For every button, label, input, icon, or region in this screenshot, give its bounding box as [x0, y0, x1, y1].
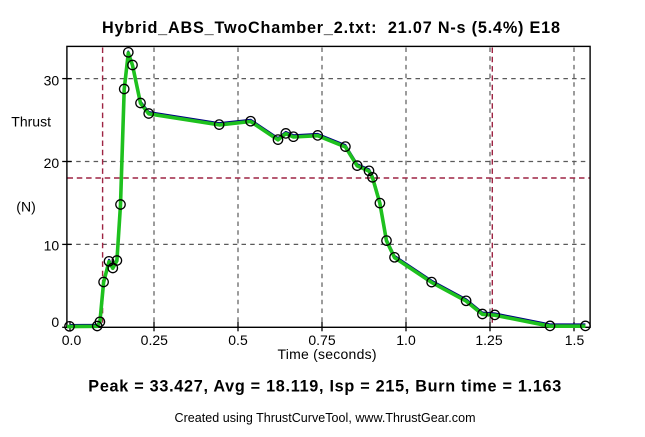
svg-text:1.0: 1.0 [396, 332, 416, 348]
svg-text:20: 20 [44, 155, 60, 171]
svg-text:0.5: 0.5 [228, 332, 248, 348]
svg-text:30: 30 [44, 72, 60, 88]
svg-text:0: 0 [51, 314, 59, 330]
svg-text:(N): (N) [16, 199, 35, 215]
svg-text:0.0: 0.0 [62, 332, 82, 348]
svg-text:1.5: 1.5 [565, 332, 585, 348]
svg-text:Hybrid_ABS_TwoChamber_2.txt:: Hybrid_ABS_TwoChamber_2.txt: 21.07 N-s (… [102, 19, 560, 37]
svg-text:0.25: 0.25 [141, 332, 168, 348]
svg-text:Peak = 33.427, Avg = 18.119, I: Peak = 33.427, Avg = 18.119, Isp = 215, … [88, 378, 561, 396]
svg-text:1.25: 1.25 [475, 332, 502, 348]
svg-text:Created using ThrustCurveTool,: Created using ThrustCurveTool, www.Thrus… [175, 411, 476, 425]
svg-text:Time (seconds): Time (seconds) [278, 346, 377, 362]
svg-text:10: 10 [44, 238, 60, 254]
svg-text:0.75: 0.75 [308, 332, 335, 348]
svg-text:Thrust: Thrust [11, 113, 51, 129]
